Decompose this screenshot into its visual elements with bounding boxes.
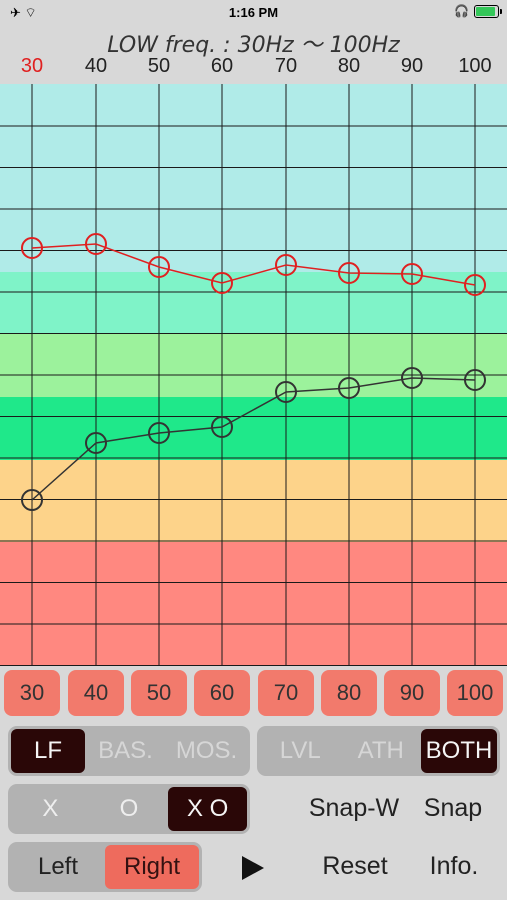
frequency-label: 60 [210, 55, 234, 77]
chart-band [0, 272, 507, 334]
headphones-icon: 🎧 [454, 4, 469, 18]
ear_segment-option-right[interactable]: Right [105, 845, 199, 889]
data-point-marker[interactable] [85, 432, 107, 454]
frequency-button-100[interactable]: 100 [447, 670, 503, 716]
frequency-button-60[interactable]: 60 [194, 670, 250, 716]
data-point-marker[interactable] [85, 233, 107, 255]
frequency-axis-labels: 30 40 50 60 70 80 90 100 [0, 55, 507, 81]
data-point-marker[interactable] [464, 274, 486, 296]
chart-band [0, 334, 507, 397]
status-bar: ✈ ⌔ 1:16 PM 🎧 [0, 0, 507, 26]
display-segment: LVL ATH BOTH [257, 726, 500, 776]
frequency-label: 70 [274, 55, 298, 77]
frequency-button-40[interactable]: 40 [68, 670, 124, 716]
frequency-label: 90 [400, 55, 424, 77]
data-point-marker[interactable] [401, 367, 423, 389]
frequency-button-90[interactable]: 90 [384, 670, 440, 716]
mode_segment-option-bas[interactable]: BAS. [98, 737, 153, 764]
frequency-label: 30 [20, 55, 44, 77]
airplane-wifi-icons: ✈ ⌔ [10, 5, 37, 20]
data-point-marker[interactable] [275, 254, 297, 276]
frequency-label: 80 [337, 55, 361, 77]
frequency-button-80[interactable]: 80 [321, 670, 377, 716]
display_segment-option-ath[interactable]: ATH [357, 737, 404, 764]
ear_segment-option-left[interactable]: Left [37, 853, 79, 880]
play-icon[interactable] [242, 856, 264, 880]
display_segment-option-lvl[interactable]: LVL [279, 737, 321, 764]
data-point-marker[interactable] [21, 237, 43, 259]
battery-icon [474, 4, 502, 18]
frequency-button-70[interactable]: 70 [258, 670, 314, 716]
reset-button[interactable]: Reset [322, 852, 388, 880]
data-point-marker[interactable] [338, 262, 360, 284]
battery-level [476, 6, 495, 16]
frequency-label: 50 [147, 55, 171, 77]
marker_segment-option-x-o[interactable]: X O [168, 787, 248, 831]
status-right-icons: 🎧 [454, 4, 502, 18]
marker_segment-option-x[interactable]: X [42, 795, 59, 822]
page-title: LOW freq. : 30Hz 〜 100Hz [107, 33, 400, 58]
data-point-marker[interactable] [275, 381, 297, 403]
mode-segment: LF BAS. MOS. [8, 726, 250, 776]
snap-w-button[interactable]: Snap-W [308, 794, 400, 822]
data-point-marker[interactable] [338, 377, 360, 399]
frequency-button-30[interactable]: 30 [4, 670, 60, 716]
chart-band [0, 542, 507, 666]
frequency-button-50[interactable]: 50 [131, 670, 187, 716]
data-point-marker[interactable] [211, 272, 233, 294]
frequency-label: 40 [84, 55, 108, 77]
frequency-buttons: 30 40 50 60 70 80 90 100 [0, 670, 507, 718]
data-point-marker[interactable] [464, 369, 486, 391]
snap-button[interactable]: Snap [423, 794, 483, 822]
data-point-marker[interactable] [401, 263, 423, 285]
data-point-marker[interactable] [211, 416, 233, 438]
chart-band [0, 397, 507, 460]
ear-segment: Left Right [8, 842, 202, 892]
data-point-marker[interactable] [148, 256, 170, 278]
mode_segment-option-lf[interactable]: LF [11, 729, 85, 773]
frequency-label: 100 [458, 55, 492, 77]
status-time: 1:16 PM [228, 5, 279, 20]
marker_segment-option-o[interactable]: O [119, 795, 139, 822]
data-point-marker[interactable] [21, 489, 43, 511]
audiogram-chart[interactable] [0, 84, 507, 666]
display_segment-option-both[interactable]: BOTH [421, 729, 497, 773]
chart-band [0, 84, 507, 272]
data-point-marker[interactable] [148, 422, 170, 444]
chart-band [0, 460, 507, 542]
mode_segment-option-mos[interactable]: MOS. [175, 737, 238, 764]
info-button[interactable]: Info. [429, 852, 479, 880]
